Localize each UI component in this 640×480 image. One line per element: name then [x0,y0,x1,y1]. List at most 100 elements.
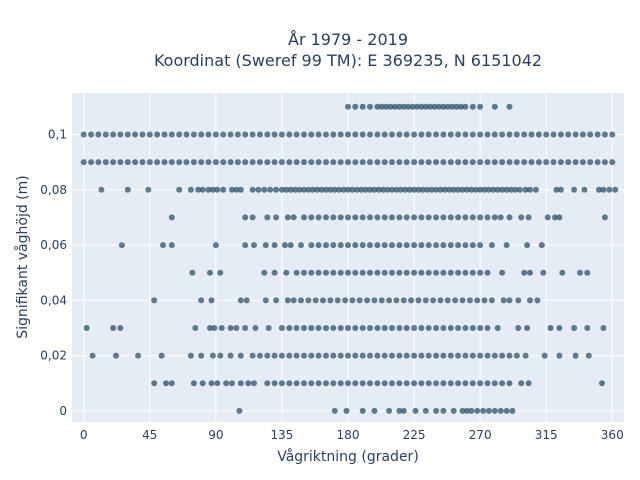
data-point [337,214,344,221]
data-point [124,186,131,193]
data-point [440,352,447,359]
data-point [488,297,495,304]
data-point [378,103,385,110]
data-point [440,159,447,166]
data-point [118,242,125,249]
data-point [192,325,199,331]
data-point [330,352,337,359]
data-point [271,352,278,359]
data-point [88,159,95,166]
data-point [374,242,381,249]
data-point [485,186,492,193]
data-point [308,131,315,138]
data-point [469,325,476,331]
data-point [403,131,410,138]
x-tick-label: 180 [337,428,360,442]
data-point [243,297,250,304]
data-point [499,380,506,387]
data-point [444,103,451,110]
data-point [212,242,219,249]
data-point [433,407,440,414]
data-point [609,131,616,138]
data-point [565,131,572,138]
data-point [469,352,476,359]
data-point [359,214,366,221]
data-point [596,186,602,193]
data-point [242,214,249,221]
data-point [469,242,476,249]
data-point [403,159,410,166]
data-point [455,131,462,138]
data-point [367,325,373,331]
data-point [447,214,454,221]
data-point [397,186,404,193]
data-point [227,131,234,138]
data-point [550,159,557,166]
data-point [513,352,520,359]
data-point [506,214,513,221]
data-point [352,214,359,221]
data-point [469,380,476,387]
data-point [534,297,541,304]
data-point [462,269,469,276]
data-point [151,297,158,304]
data-point [308,380,315,387]
data-point [309,186,316,193]
data-point [364,297,371,304]
data-point [506,380,513,387]
data-point [484,131,491,138]
data-point [359,352,366,359]
data-point [168,242,175,249]
data-point [481,297,488,304]
data-point [418,352,425,359]
data-point [425,242,432,249]
data-point [336,186,343,193]
data-point [292,186,299,193]
data-point [218,325,225,331]
data-point [242,159,249,166]
data-point [315,131,322,138]
data-point [600,325,607,331]
data-point [518,214,525,221]
data-point [579,131,586,138]
data-point [396,242,403,249]
data-point [330,380,337,387]
data-point [271,131,278,138]
data-point [415,297,422,304]
data-point [220,131,227,138]
data-point [256,159,263,166]
data-point [411,352,418,359]
data-point [358,186,365,193]
data-point [345,159,351,166]
data-point [612,186,619,193]
data-point [214,380,221,387]
data-point [308,269,315,276]
data-point [515,297,522,304]
data-point [198,159,205,166]
data-point [308,242,315,249]
data-point [503,186,510,193]
data-point [389,159,395,166]
data-point [113,352,119,359]
data-point [301,131,307,138]
data-point [367,103,373,110]
data-point [301,325,307,331]
data-point [436,103,442,110]
data-point [371,297,378,304]
data-point [577,269,583,276]
data-point [389,242,395,249]
data-point [199,186,206,193]
data-point [485,407,492,414]
data-point [330,131,337,138]
data-point [352,352,359,359]
data-point [521,159,528,166]
x-tick-label: 45 [142,428,157,442]
data-point [323,380,329,387]
data-point [353,186,360,193]
data-point [433,131,440,138]
data-point [374,380,381,387]
data-point [234,159,241,166]
data-point [463,186,470,193]
data-point [330,325,337,331]
data-point [273,297,280,304]
